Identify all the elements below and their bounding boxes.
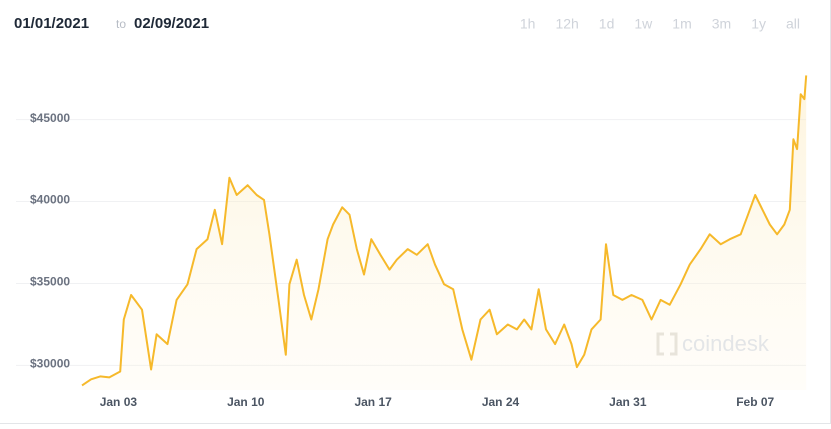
range-button[interactable]: all	[786, 16, 800, 32]
watermark-icon	[656, 332, 678, 356]
date-from: 01/01/2021	[14, 15, 89, 32]
range-button[interactable]: 1d	[599, 16, 615, 32]
date-to: 02/09/2021	[134, 15, 209, 32]
y-tick-label: $40000	[30, 193, 70, 207]
y-tick-label: $35000	[30, 275, 70, 289]
x-tick-label: Feb 07	[736, 395, 774, 409]
range-button[interactable]: 12h	[555, 16, 578, 32]
date-sep: to	[116, 17, 126, 31]
watermark-text: coindesk	[682, 331, 770, 356]
x-tick-label: Jan 10	[227, 395, 265, 409]
price-line	[81, 75, 808, 387]
x-tick-label: Jan 31	[609, 395, 647, 409]
range-button[interactable]: 3m	[712, 16, 731, 32]
y-tick-label: $30000	[30, 357, 70, 371]
range-button[interactable]: 1m	[672, 16, 691, 32]
y-tick-label: $45000	[30, 111, 70, 125]
range-buttons: 1h 12h 1d 1w 1m 3m 1y all	[520, 16, 800, 32]
x-tick-label: Jan 03	[100, 395, 138, 409]
plot	[81, 75, 808, 387]
range-button[interactable]: 1y	[751, 16, 766, 32]
x-tick-label: Jan 17	[354, 395, 392, 409]
x-tick-label: Jan 24	[482, 395, 520, 409]
range-button[interactable]: 1h	[520, 16, 536, 32]
range-button[interactable]: 1w	[634, 16, 653, 32]
watermark: coindesk	[656, 331, 770, 356]
